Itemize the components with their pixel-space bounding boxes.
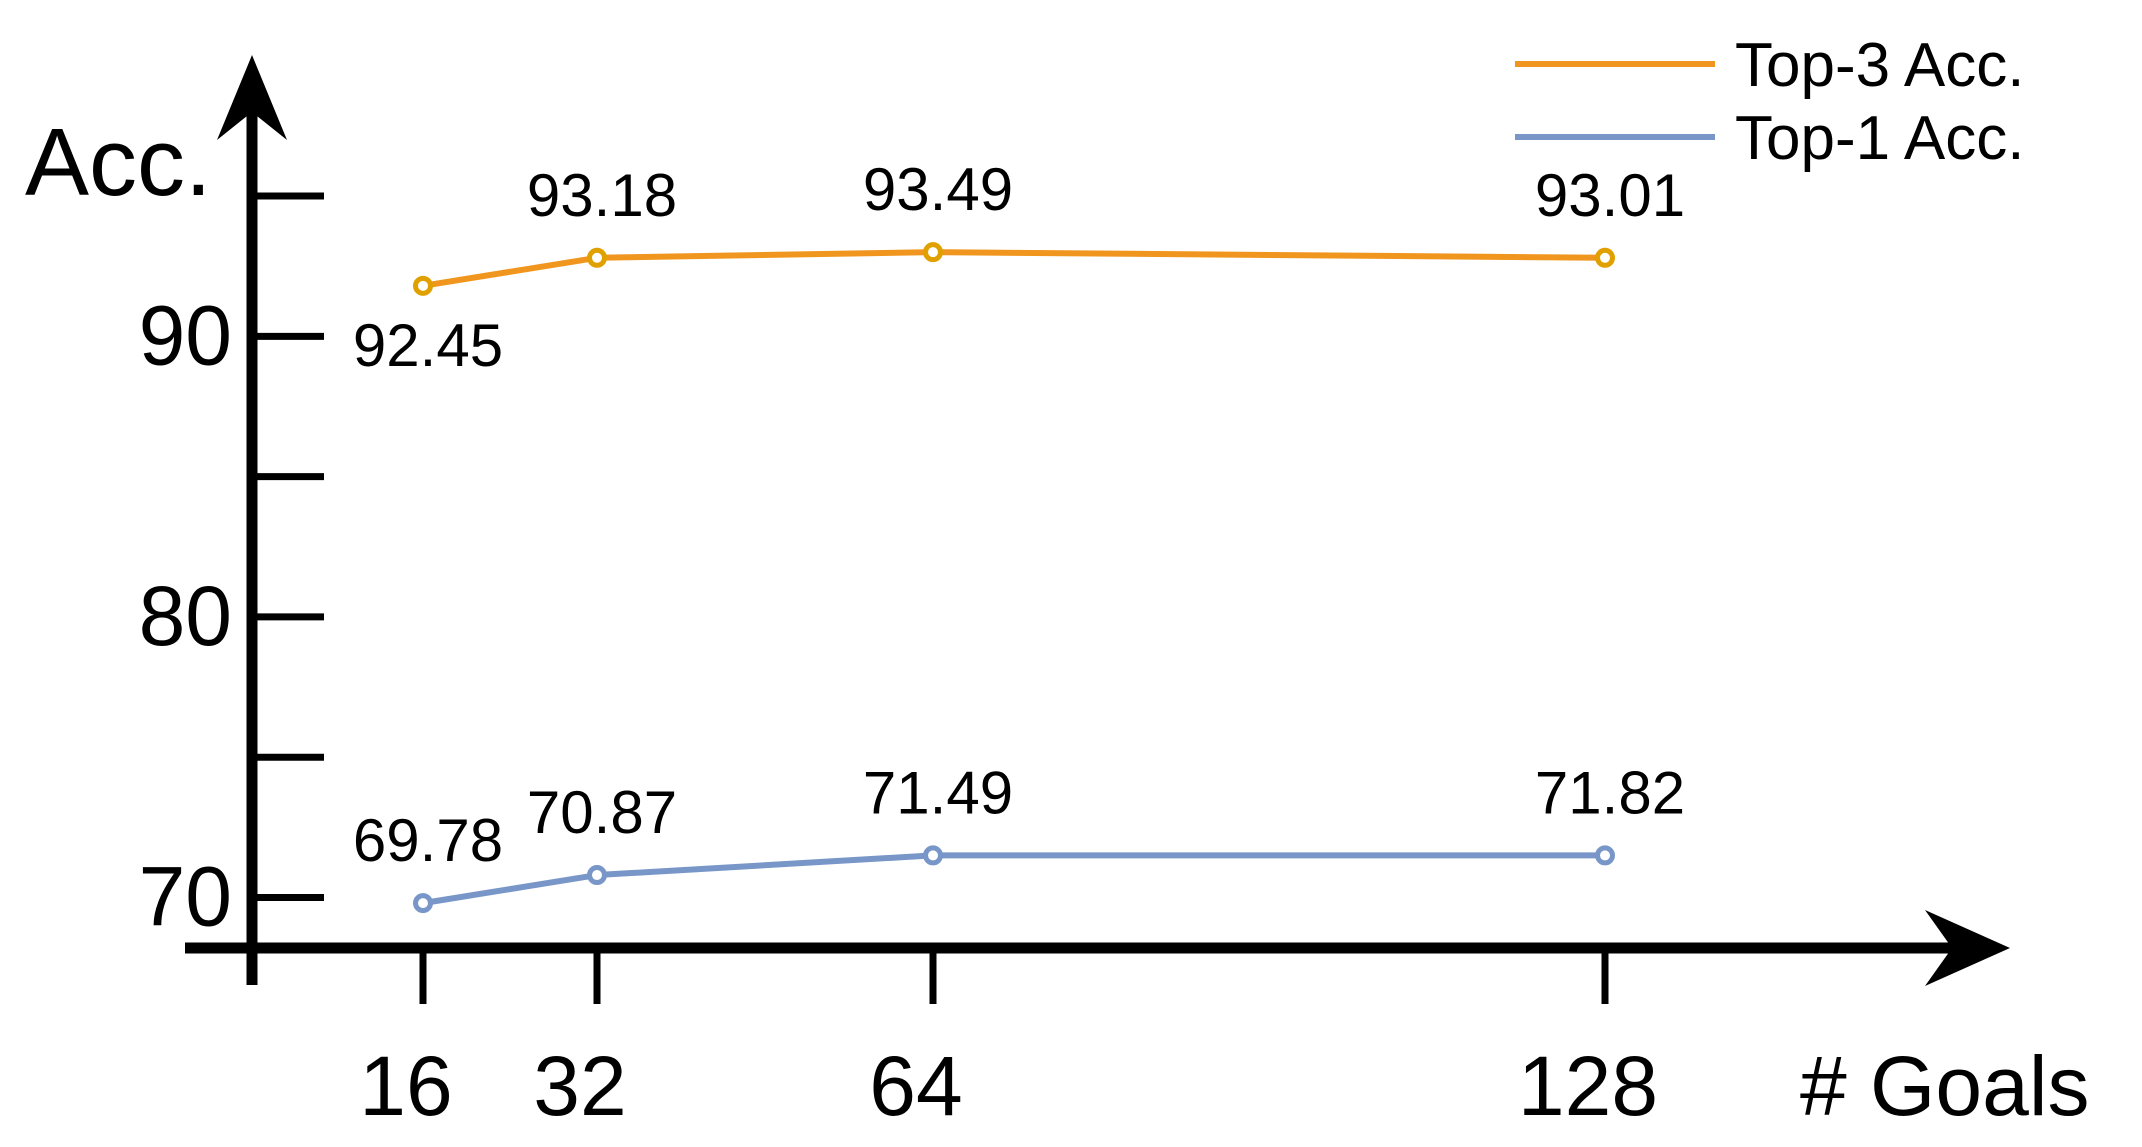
- data-point: [923, 845, 943, 866]
- legend: Top-3 Acc.Top-1 Acc.: [1515, 31, 2024, 173]
- y-ticks: 70 80 90: [139, 192, 324, 943]
- legend-label: Top-1 Acc.: [1735, 104, 2024, 173]
- data-label: 92.45: [353, 312, 503, 379]
- data-point: [923, 242, 943, 263]
- x-tick-label: 64: [869, 1039, 962, 1133]
- x-tick-label: 32: [533, 1039, 626, 1133]
- y-tick-label: 80: [139, 569, 232, 663]
- axes: Acc. # Goals: [25, 55, 2090, 1133]
- series-top-1: 69.78 70.87 71.49 71.82: [353, 759, 1685, 914]
- data-label: 93.18: [527, 162, 677, 229]
- y-axis-label: Acc.: [25, 109, 212, 216]
- data-label: 69.78: [353, 807, 503, 874]
- data-label: 70.87: [527, 779, 677, 846]
- y-tick-label: 90: [139, 288, 232, 382]
- legend-label: Top-3 Acc.: [1735, 31, 2024, 100]
- y-axis-arrowhead: [217, 55, 287, 140]
- x-tick-label: 128: [1518, 1039, 1658, 1133]
- data-label: 93.01: [1535, 162, 1685, 229]
- data-point: [587, 247, 607, 268]
- x-tick-label: 16: [359, 1039, 452, 1133]
- x-ticks: 16 32 64 128: [359, 948, 1658, 1133]
- series-top-3: 92.45 93.18 93.49 93.01: [353, 156, 1685, 379]
- data-point: [413, 893, 433, 914]
- data-label: 93.49: [863, 156, 1013, 223]
- data-point: [413, 275, 433, 296]
- data-label: 71.49: [863, 759, 1013, 826]
- data-point: [1595, 247, 1615, 268]
- data-point: [1595, 845, 1615, 866]
- series: 92.45 93.18 93.49 93.01 69.78 70.87 71.49 71.82: [353, 156, 1685, 914]
- x-axis-arrowhead: [1925, 910, 2010, 986]
- series-line: [422, 852, 1605, 907]
- data-point: [587, 865, 607, 886]
- y-tick-label: 70: [139, 849, 232, 943]
- series-line: [422, 249, 1606, 289]
- data-label: 71.82: [1535, 759, 1685, 826]
- x-axis-label: # Goals: [1800, 1039, 2090, 1133]
